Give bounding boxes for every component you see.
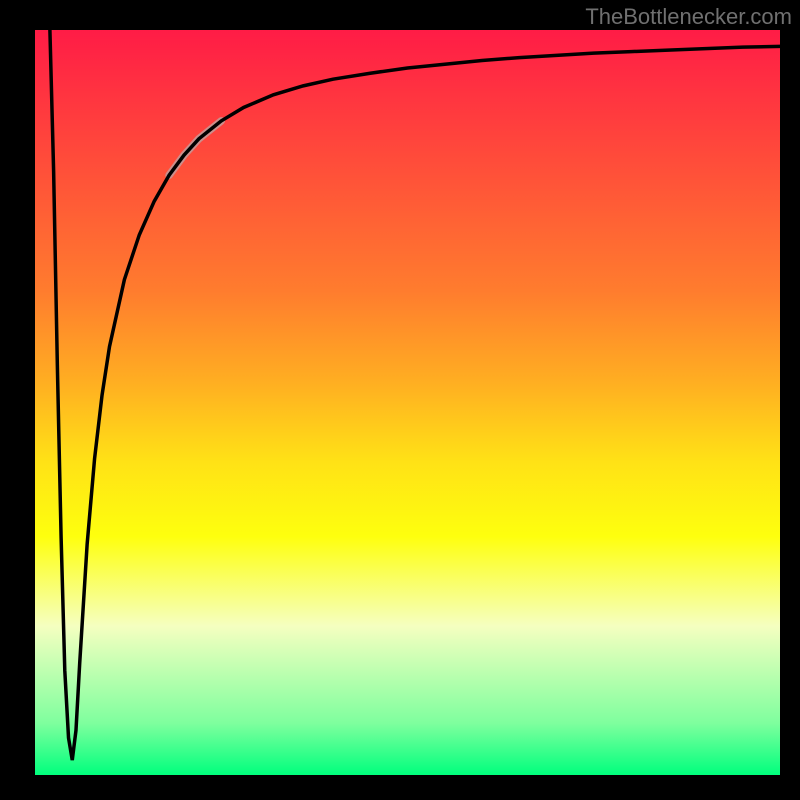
chart-container: TheBottlenecker.com [0, 0, 800, 800]
curve-svg [35, 30, 780, 775]
plot-area [35, 30, 780, 775]
watermark-text: TheBottlenecker.com [585, 4, 792, 30]
curve-main [50, 30, 780, 760]
